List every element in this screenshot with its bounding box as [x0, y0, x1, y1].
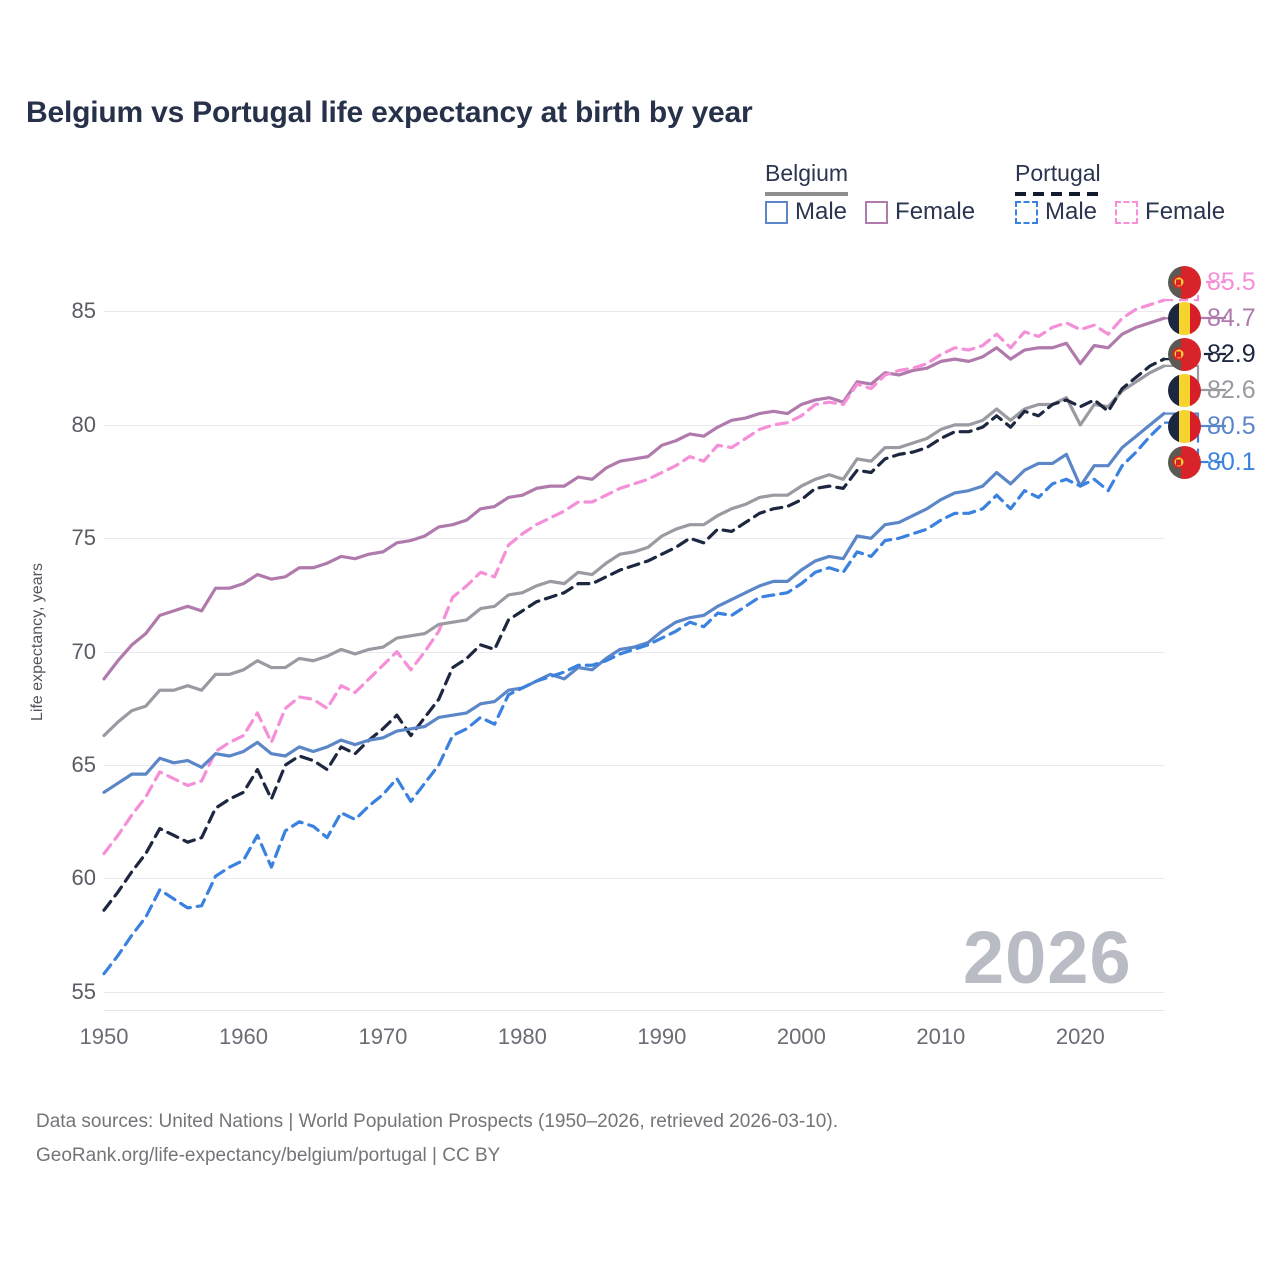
x-tick-label: 1990	[637, 1024, 687, 1049]
legend-swatch-belgium-male	[765, 200, 788, 224]
gridline	[104, 651, 1164, 653]
legend-swatch-portugal-female	[1115, 200, 1139, 224]
chart-footer: Data sources: United Nations | World Pop…	[36, 1105, 1236, 1173]
y-tick-label: 85	[71, 298, 96, 324]
legend-item-portugal-female[interactable]: Female	[1115, 198, 1225, 226]
x-tick-label: 1970	[358, 1024, 408, 1049]
x-tick-label: 1980	[497, 1024, 547, 1049]
x-axis-line	[104, 1010, 1164, 1011]
gridline	[104, 765, 1164, 767]
chart-legend: Belgium Male Female Portugal Male	[760, 160, 1260, 240]
legend-country-portugal: Portugal	[1015, 160, 1101, 186]
y-tick-label: 80	[71, 411, 96, 437]
x-tick-label: 2010	[916, 1024, 966, 1049]
y-tick-label: 70	[71, 638, 96, 664]
x-tick-label: 2020	[1055, 1024, 1105, 1049]
y-tick-label: 75	[71, 525, 96, 551]
portugal-flag-icon	[1168, 445, 1201, 479]
chart-plot-area: Life expectancy, years 55 60 65 70 75 80 85 19…	[29, 280, 1226, 1049]
series-line-belgium-female	[102, 316, 1166, 681]
gridline	[104, 878, 1164, 880]
year-watermark: 2026	[963, 916, 1132, 999]
series-line-portugal-male	[102, 421, 1166, 976]
end-label-portugal-total: 82.9	[1168, 337, 1256, 371]
footer-attribution: GeoRank.org/life-expectancy/belgium/port…	[36, 1145, 501, 1166]
series-end-labels: 85.5 84.7 82.9 82.6 80.5 80.1	[1168, 265, 1280, 480]
portugal-flag-icon	[1168, 265, 1201, 299]
x-tick-label: 1950	[79, 1024, 129, 1049]
gridline	[104, 424, 1164, 426]
legend-group-portugal: Portugal Male Female	[1015, 160, 1225, 225]
end-label-belgium-total: 82.6	[1168, 373, 1256, 407]
legend-label-portugal-male: Male	[1045, 198, 1098, 225]
gridline	[104, 311, 1164, 313]
series-line-portugal-female	[102, 298, 1166, 856]
x-tick-label: 1960	[218, 1024, 268, 1049]
legend-rule-belgium	[765, 192, 849, 196]
series-line-belgium-total	[102, 364, 1166, 738]
legend-label-portugal-female: Female	[1145, 198, 1226, 225]
legend-label-belgium-female: Female	[895, 198, 976, 225]
end-leader-line	[1164, 280, 1226, 302]
end-value: 82.9	[1207, 339, 1256, 368]
end-label-portugal-female: 85.5	[1168, 265, 1256, 299]
end-label-belgium-male: 80.5	[1168, 409, 1256, 443]
belgium-flag-icon	[1168, 373, 1201, 407]
legend-country-belgium: Belgium	[765, 160, 849, 186]
legend-swatch-portugal-male	[1015, 200, 1038, 224]
legend-item-belgium-female[interactable]: Female	[865, 198, 975, 226]
end-label-portugal-male: 80.1	[1168, 445, 1256, 479]
series-line-belgium-male	[102, 411, 1166, 794]
end-value: 80.5	[1207, 411, 1256, 440]
page-title: Belgium vs Portugal life expectancy at b…	[26, 96, 753, 129]
end-value: 85.5	[1207, 267, 1256, 296]
gridline	[104, 538, 1164, 540]
legend-group-belgium: Belgium Male Female	[765, 160, 975, 225]
chart-series-lines	[102, 280, 1226, 976]
end-value: 80.1	[1207, 447, 1256, 476]
belgium-flag-icon	[1168, 409, 1201, 443]
legend-item-portugal-male[interactable]: Male	[1015, 198, 1097, 226]
y-tick-label: 60	[71, 865, 96, 891]
gridline	[104, 991, 1164, 993]
series-line-portugal-total	[102, 357, 1166, 912]
end-value: 82.6	[1207, 375, 1256, 404]
legend-item-belgium-male[interactable]: Male	[765, 198, 847, 226]
legend-rule-portugal	[1015, 192, 1101, 196]
y-tick-label: 55	[71, 978, 96, 1004]
belgium-flag-icon	[1168, 301, 1201, 335]
legend-label-belgium-male: Male	[795, 198, 848, 225]
y-tick-label: 65	[71, 752, 96, 778]
x-tick-label: 2000	[776, 1024, 826, 1049]
end-label-belgium-female: 84.7	[1168, 301, 1256, 335]
portugal-flag-icon	[1168, 337, 1201, 371]
end-value: 84.7	[1207, 303, 1256, 332]
legend-swatch-belgium-female	[865, 200, 889, 224]
footer-data-sources: Data sources: United Nations | World Pop…	[36, 1111, 838, 1132]
